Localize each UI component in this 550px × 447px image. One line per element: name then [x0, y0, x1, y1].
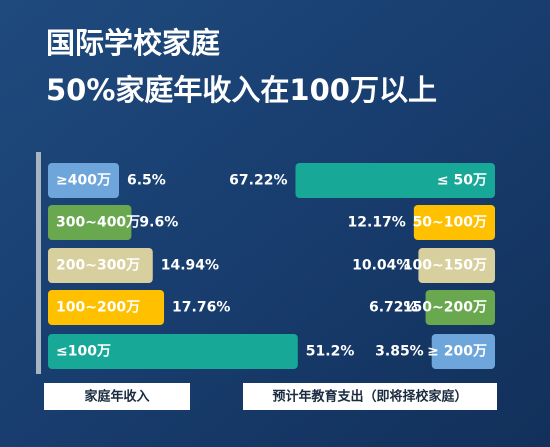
category-label: ≤ 50万: [437, 173, 487, 189]
label-box: [44, 383, 190, 410]
category-label: 150~200万: [403, 300, 487, 316]
value-label: 12.17%: [348, 215, 406, 231]
bar: [413, 205, 495, 240]
category-label: 100~200万: [56, 300, 140, 316]
title-line: 国际学校家庭: [46, 26, 220, 60]
bar: [418, 248, 495, 283]
bar: [425, 290, 495, 325]
value-label: 51.2%: [306, 344, 355, 360]
category-label: 300~400万: [56, 215, 140, 231]
bar: [48, 290, 165, 325]
value-label: 14.94%: [161, 258, 219, 274]
value-label: 9.6%: [139, 215, 178, 231]
category-label: ≤100万: [56, 344, 111, 360]
divider: [36, 152, 41, 374]
value-label: 3.85%: [375, 344, 424, 360]
value-label: 67.22%: [229, 173, 287, 189]
title-line: 50%家庭年收入在100万以上: [46, 73, 437, 107]
value-label: 6.72%: [369, 300, 418, 316]
bar: [48, 334, 298, 369]
chart-label: 家庭年收入: [84, 389, 149, 405]
chart-label: 预计年教育支出（即将择校家庭）: [272, 389, 467, 405]
bar: [295, 163, 495, 198]
bar: [48, 248, 153, 283]
label-box: [243, 383, 497, 410]
bar: [431, 334, 495, 369]
bar: [48, 205, 132, 240]
bar: [48, 163, 119, 198]
category-label: 200~300万: [56, 258, 140, 274]
value-label: 6.5%: [127, 173, 166, 189]
category-label: 100~150万: [403, 258, 487, 274]
value-label: 17.76%: [172, 300, 230, 316]
category-label: ≥ 200万: [427, 344, 487, 360]
value-label: 10.04%: [352, 258, 410, 274]
category-label: ≥400万: [56, 173, 111, 189]
category-label: 50~100万: [413, 215, 487, 231]
